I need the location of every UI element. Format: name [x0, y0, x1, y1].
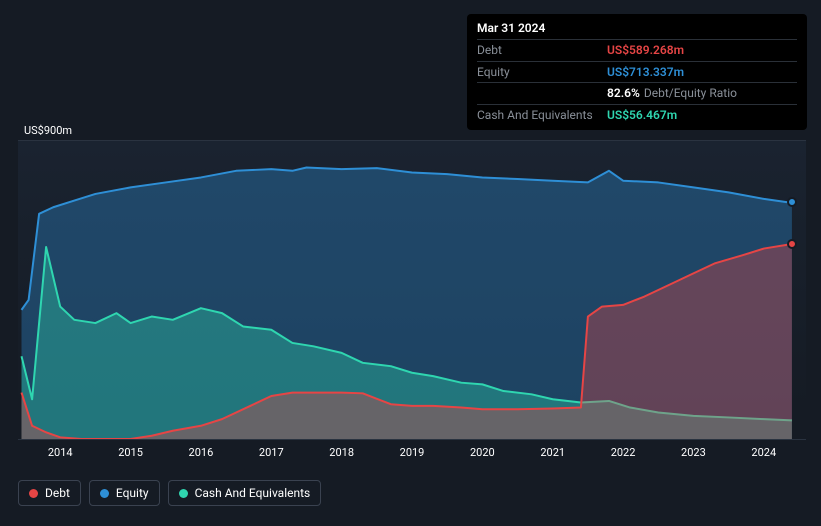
x-axis-tick: 2021	[540, 446, 565, 459]
chart-svg	[18, 141, 806, 439]
x-axis-tick: 2022	[611, 446, 636, 459]
legend-label: Cash And Equivalents	[195, 486, 311, 500]
chart-legend: Debt Equity Cash And Equivalents	[18, 480, 321, 506]
x-axis-tick: 2020	[470, 446, 495, 459]
x-axis-tick: 2016	[189, 446, 214, 459]
x-axis-tick: 2023	[681, 446, 706, 459]
legend-dot-icon	[29, 489, 38, 498]
legend-label: Debt	[45, 486, 70, 500]
x-axis-tick: 2024	[751, 446, 776, 459]
x-axis-tick: 2014	[48, 446, 73, 459]
chart-tooltip: Mar 31 2024 DebtUS$589.268m EquityUS$713…	[467, 14, 807, 130]
tooltip-row-value: US$56.467m	[607, 105, 797, 126]
series-end-marker-icon	[787, 197, 797, 207]
tooltip-row-label	[477, 83, 607, 105]
tooltip-row-label: Equity	[477, 61, 607, 83]
legend-label: Equity	[116, 486, 149, 500]
legend-dot-icon	[179, 489, 188, 498]
legend-dot-icon	[100, 489, 109, 498]
x-axis-tick: 2018	[329, 446, 354, 459]
tooltip-row-value: US$713.337m	[607, 61, 797, 83]
chart-plot-area[interactable]	[18, 140, 806, 440]
y-axis-top-label: US$900m	[24, 124, 72, 137]
legend-item-debt[interactable]: Debt	[18, 480, 81, 506]
x-axis-tick: 2015	[118, 446, 143, 459]
tooltip-date: Mar 31 2024	[477, 20, 797, 37]
x-axis-tick: 2017	[259, 446, 284, 459]
legend-item-cash[interactable]: Cash And Equivalents	[168, 480, 322, 506]
chart-container: { "tooltip": { "date": "Mar 31 2024", "r…	[0, 0, 821, 526]
legend-item-equity[interactable]: Equity	[89, 480, 160, 506]
tooltip-row-value: US$589.268m	[607, 39, 797, 61]
tooltip-row-label: Cash And Equivalents	[477, 105, 607, 126]
series-end-marker-icon	[787, 239, 797, 249]
tooltip-table: DebtUS$589.268m EquityUS$713.337m 82.6%D…	[477, 39, 797, 126]
tooltip-row-label: Debt	[477, 39, 607, 61]
tooltip-ratio: 82.6%Debt/Equity Ratio	[607, 83, 797, 105]
x-axis-tick: 2019	[400, 446, 425, 459]
